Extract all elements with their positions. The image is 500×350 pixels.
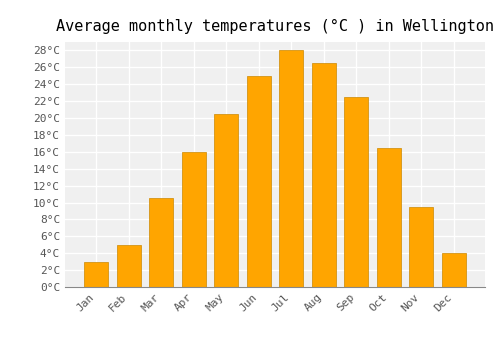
- Bar: [149, 198, 174, 287]
- Title: Average monthly temperatures (°C ) in Wellington: Average monthly temperatures (°C ) in We…: [56, 19, 494, 34]
- Bar: [182, 152, 206, 287]
- Bar: [279, 50, 303, 287]
- Bar: [409, 207, 434, 287]
- Bar: [214, 114, 238, 287]
- Bar: [376, 148, 401, 287]
- Bar: [344, 97, 368, 287]
- Bar: [246, 76, 271, 287]
- Bar: [312, 63, 336, 287]
- Bar: [442, 253, 466, 287]
- Bar: [116, 245, 141, 287]
- Bar: [84, 262, 108, 287]
